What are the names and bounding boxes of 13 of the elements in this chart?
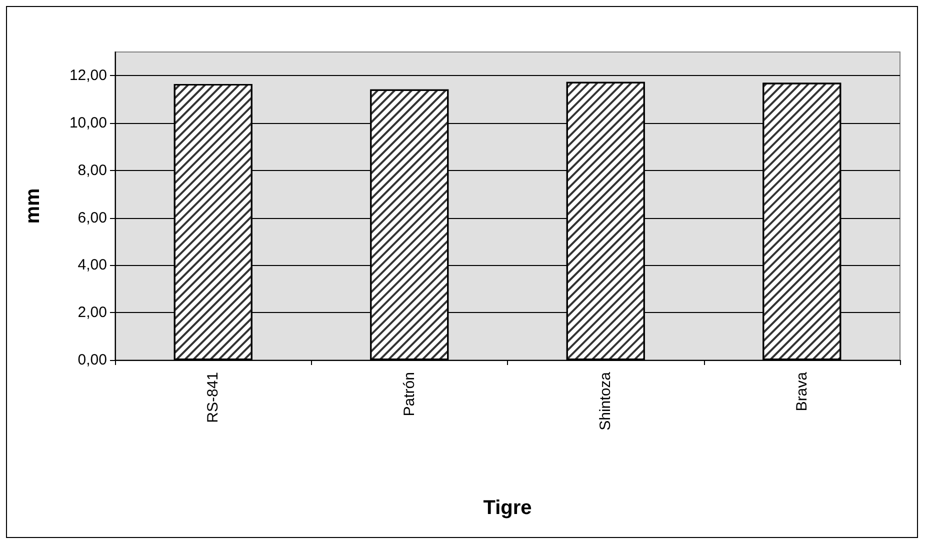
y-tick-label: 0,00 — [78, 352, 107, 368]
y-tick-label: 10,00 — [69, 114, 107, 132]
y-tick-label: 12,00 — [69, 67, 107, 84]
x-tick-label: RS-841 — [204, 372, 222, 423]
y-axis-title: mm — [22, 188, 44, 224]
y-tick-label: 8,00 — [78, 162, 107, 179]
y-tick-label: 2,00 — [78, 304, 107, 322]
y-tick-label: 6,00 — [78, 209, 107, 226]
x-tick-label: Brava — [793, 371, 810, 412]
x-axis-title: Tigre — [483, 497, 532, 519]
y-tick-label: 4,00 — [78, 256, 107, 274]
x-tick-label: Shintoza — [597, 371, 614, 430]
x-tick-label: Patrón — [400, 372, 418, 416]
